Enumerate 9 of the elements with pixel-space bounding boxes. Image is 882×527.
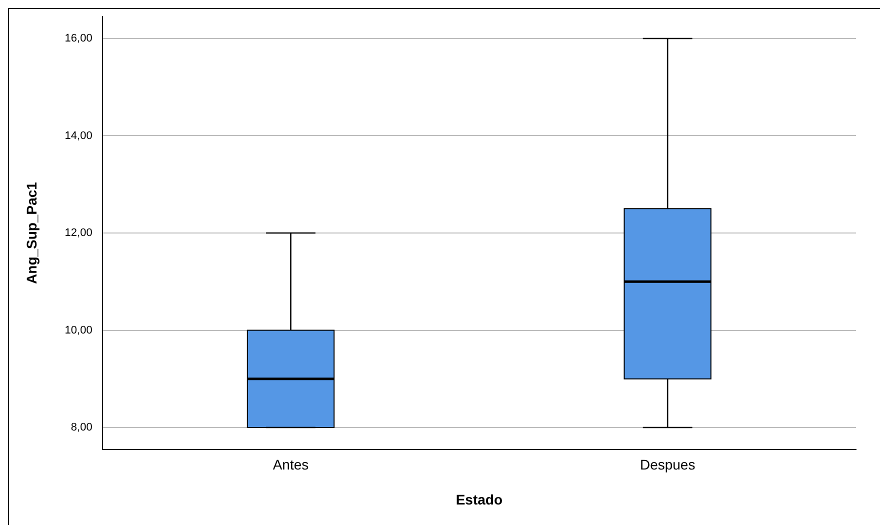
x-tick-label: Antes [272, 456, 309, 473]
y-tick-label: 12,00 [64, 227, 92, 240]
y-tick-label: 16,00 [64, 32, 92, 45]
y-tick-label: 8,00 [70, 422, 92, 434]
x-axis-title: Estado [456, 491, 503, 508]
y-tick-label: 14,00 [64, 130, 92, 142]
y-axis-title: Ang_Sup_Pac1 [23, 182, 40, 284]
y-tick-label: 10,00 [64, 324, 92, 336]
x-tick-label: Despues [640, 456, 696, 473]
